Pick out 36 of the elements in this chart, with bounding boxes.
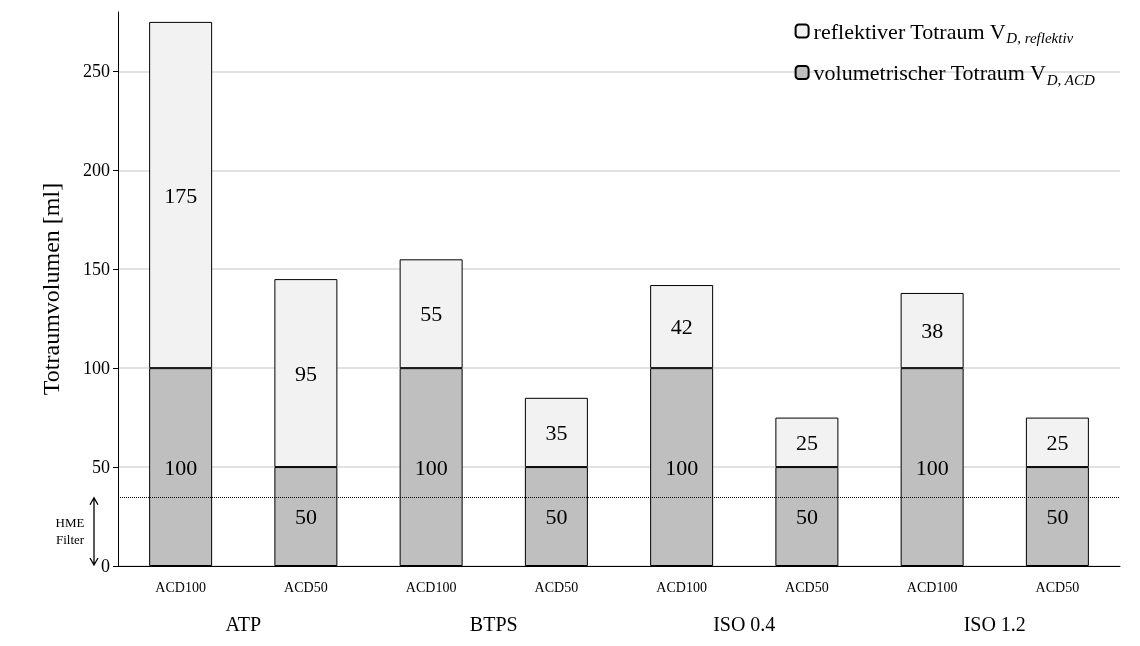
data-label: 35 xyxy=(545,419,568,445)
ref-line-label: HME Filter xyxy=(55,515,85,548)
data-label: 100 xyxy=(915,454,949,480)
x-tick-label: ACD50 xyxy=(534,579,579,595)
x-tick-label: ACD100 xyxy=(656,579,707,595)
y-tick-label: 0 xyxy=(101,556,110,576)
y-tick-label: 250 xyxy=(83,61,110,82)
data-label: 38 xyxy=(921,318,944,344)
y-tick-label: 150 xyxy=(83,259,110,280)
x-tick-label: ACD100 xyxy=(155,579,206,595)
x-tick-label: ACD50 xyxy=(1035,579,1080,595)
x-tick-label: ACD50 xyxy=(284,579,328,595)
text: ATP xyxy=(225,613,262,635)
data-label: 50 xyxy=(294,504,317,530)
y-tick-label: 100 xyxy=(83,358,110,379)
x-tick-label: ACD100 xyxy=(405,579,457,595)
text: BTPS xyxy=(469,613,518,635)
text: ISO 1.2 xyxy=(963,613,1026,635)
data-label: 100 xyxy=(164,454,198,480)
x-tick-label: ACD100 xyxy=(906,579,958,595)
y-tick-label: 50 xyxy=(92,457,110,478)
data-label: 55 xyxy=(420,301,443,327)
data-label: 175 xyxy=(164,182,198,208)
data-label: 50 xyxy=(795,504,818,530)
data-label: 100 xyxy=(414,454,448,480)
y-tick-label: 200 xyxy=(83,160,110,181)
data-label: 50 xyxy=(545,504,568,530)
data-label: 42 xyxy=(670,314,693,340)
data-label: 25 xyxy=(1046,429,1069,455)
data-label: 25 xyxy=(795,429,818,455)
x-tick-label: ACD50 xyxy=(785,579,829,595)
data-label: 50 xyxy=(1046,504,1069,530)
data-label: 100 xyxy=(665,454,699,480)
y-axis-title: Totraumvolumen [ml] xyxy=(38,182,64,396)
text: ISO 0.4 xyxy=(713,613,776,635)
data-label: 95 xyxy=(294,360,317,386)
